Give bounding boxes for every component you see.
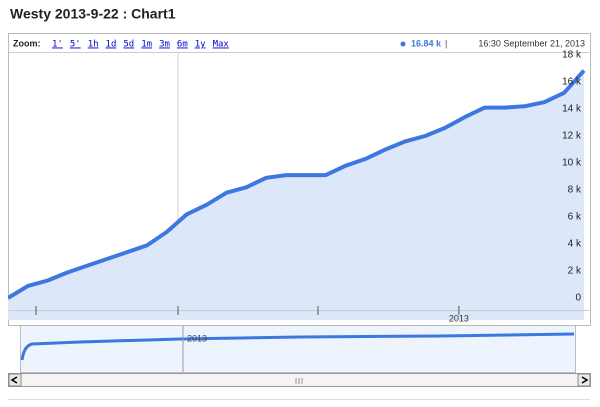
zoom-option[interactable]: 1d bbox=[106, 40, 117, 50]
area-fill bbox=[8, 70, 584, 320]
y-tick-label: 12 k bbox=[562, 131, 582, 142]
scroll-right-button[interactable] bbox=[577, 373, 591, 387]
y-tick-label: 8 k bbox=[568, 185, 582, 196]
navigator-line bbox=[20, 332, 575, 361]
navigator-year: 2013 bbox=[187, 333, 207, 343]
chart-title: Westy 2013-9-22 : Chart1 bbox=[10, 6, 176, 22]
zoom-option[interactable]: 1h bbox=[88, 40, 99, 50]
scroll-left-button[interactable] bbox=[8, 373, 22, 387]
y-tick-label: 4 k bbox=[568, 239, 582, 250]
x-tick-label: 2013 bbox=[449, 313, 469, 323]
toolbar bbox=[9, 34, 590, 52]
zoom-option[interactable]: 1y bbox=[195, 40, 206, 50]
left-arrow bbox=[10, 376, 18, 384]
y-tick-label: 6 k bbox=[568, 212, 582, 223]
zoom-option[interactable]: 5d bbox=[123, 40, 134, 50]
right-arrow bbox=[581, 376, 589, 384]
range-navigator[interactable] bbox=[20, 325, 576, 373]
plot-area bbox=[8, 69, 586, 320]
zoom-label: Zoom: bbox=[13, 38, 41, 48]
zoom-option[interactable]: 5' bbox=[70, 40, 81, 50]
separator: | bbox=[445, 38, 447, 48]
current-time: 16:30 September 21, 2013 bbox=[478, 38, 585, 48]
data-line bbox=[8, 69, 586, 300]
zoom-option[interactable]: 3m bbox=[159, 40, 170, 50]
y-tick-label: 16 k bbox=[562, 77, 582, 88]
scroll-grip bbox=[295, 378, 303, 384]
current-value: 16.84 k bbox=[411, 38, 442, 48]
y-tick-label: 2 k bbox=[568, 266, 582, 277]
zoom-option[interactable]: Max bbox=[213, 40, 230, 50]
y-tick-label: 14 k bbox=[562, 104, 582, 115]
zoom-option[interactable]: 6m bbox=[177, 40, 188, 50]
zoom-options: 1' 5' 1h 1d 5d 1m 3m 6m 1y Max bbox=[52, 40, 229, 50]
zoom-option[interactable]: 1' bbox=[52, 40, 63, 50]
zoom-option[interactable]: 1m bbox=[141, 40, 152, 50]
legend-dot bbox=[400, 41, 406, 47]
y-tick-label: 18 k bbox=[562, 50, 582, 61]
y-tick-label: 0 bbox=[575, 293, 581, 304]
y-tick-label: 10 k bbox=[562, 158, 582, 169]
